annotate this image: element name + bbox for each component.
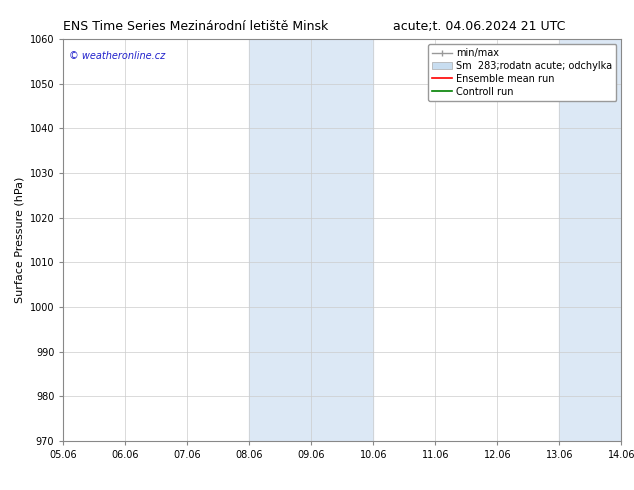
Y-axis label: Surface Pressure (hPa): Surface Pressure (hPa) [14, 177, 24, 303]
Legend: min/max, Sm  283;rodatn acute; odchylka, Ensemble mean run, Controll run: min/max, Sm 283;rodatn acute; odchylka, … [428, 44, 616, 100]
Text: ENS Time Series Mezinárodní letiště Minsk: ENS Time Series Mezinárodní letiště Mins… [63, 20, 328, 33]
Text: acute;t. 04.06.2024 21 UTC: acute;t. 04.06.2024 21 UTC [393, 20, 566, 33]
Bar [249, 39, 373, 441]
Bar [559, 39, 621, 441]
Text: © weatheronline.cz: © weatheronline.cz [69, 51, 165, 61]
